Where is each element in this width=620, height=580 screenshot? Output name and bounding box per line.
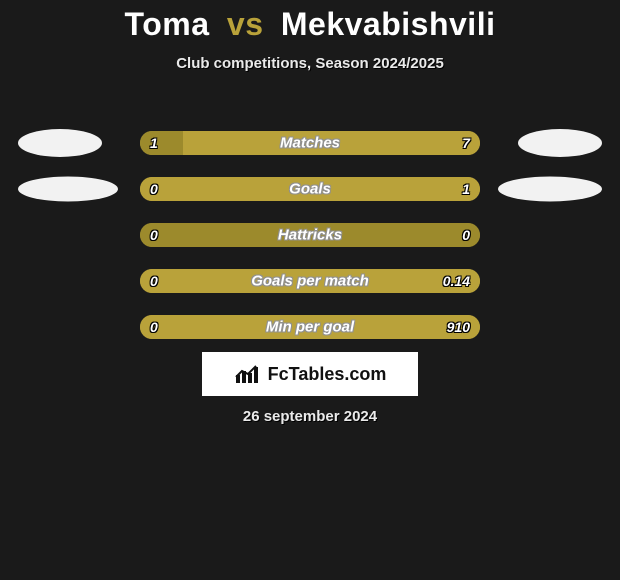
player2-fill	[140, 269, 480, 293]
stat-row: 01Goals	[0, 166, 620, 212]
player1-value: 0	[150, 227, 158, 243]
player1-ellipse	[18, 129, 102, 157]
stat-row: 17Matches	[0, 120, 620, 166]
stat-rows: 17Matches01Goals00Hattricks00.14Goals pe…	[0, 120, 620, 350]
player1-fill	[140, 223, 480, 247]
stat-row: 00Hattricks	[0, 212, 620, 258]
stat-bar: 01Goals	[140, 177, 480, 201]
player2-name: Mekvabishvili	[281, 6, 496, 42]
player1-value: 1	[150, 135, 158, 151]
player1-value: 0	[150, 181, 158, 197]
player2-ellipse	[518, 129, 602, 157]
title: Toma vs Mekvabishvili	[0, 0, 620, 43]
vs-label: vs	[227, 6, 264, 42]
brand-rest: Tables.com	[289, 364, 387, 384]
player2-ellipse	[498, 177, 602, 202]
date-label: 26 september 2024	[0, 408, 620, 425]
chart-icon	[234, 363, 262, 385]
stat-bar: 17Matches	[140, 131, 480, 155]
subtitle: Club competitions, Season 2024/2025	[0, 55, 620, 72]
stat-row: 00.14Goals per match	[0, 258, 620, 304]
player1-name: Toma	[125, 6, 210, 42]
brand-text: FcTables.com	[268, 364, 387, 385]
player1-value: 0	[150, 273, 158, 289]
stat-row: 0910Min per goal	[0, 304, 620, 350]
stat-bar: 0910Min per goal	[140, 315, 480, 339]
player2-value: 0	[462, 227, 470, 243]
brand-badge: FcTables.com	[202, 352, 418, 396]
player2-fill	[140, 315, 480, 339]
comparison-infographic: Toma vs Mekvabishvili Club competitions,…	[0, 0, 620, 580]
player1-fill	[140, 131, 183, 155]
stat-bar: 00.14Goals per match	[140, 269, 480, 293]
player1-value: 0	[150, 319, 158, 335]
player2-value: 1	[462, 181, 470, 197]
player2-fill	[183, 131, 481, 155]
player2-value: 7	[462, 135, 470, 151]
player2-value: 910	[447, 319, 470, 335]
stat-bar: 00Hattricks	[140, 223, 480, 247]
player2-value: 0.14	[443, 273, 470, 289]
brand-fc: Fc	[268, 364, 289, 384]
player2-fill	[140, 177, 480, 201]
player1-ellipse	[18, 177, 118, 202]
